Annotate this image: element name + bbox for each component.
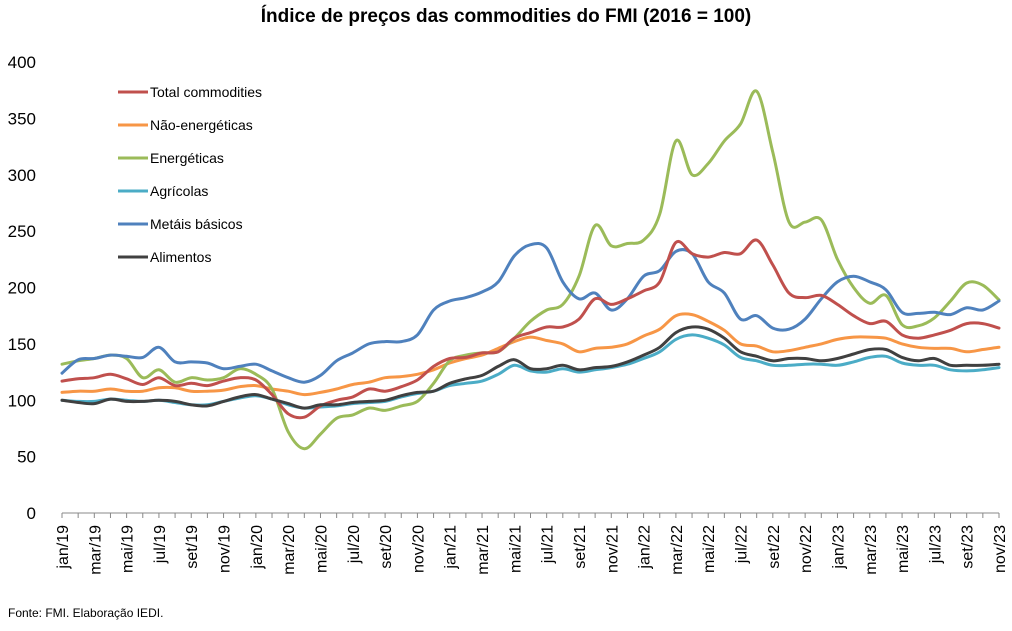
x-tick-label: jul/20 [346, 525, 363, 564]
legend-label: Agrícolas [150, 183, 208, 199]
y-tick-label: 200 [8, 279, 36, 298]
x-tick-label: nov/19 [217, 525, 234, 573]
x-tick-label: set/20 [378, 525, 395, 569]
source-note: Fonte: FMI. Elaboração IEDI. [8, 606, 164, 620]
y-tick-label: 250 [8, 222, 36, 241]
series-line [60, 325, 1001, 410]
x-tick-label: jul/22 [734, 525, 751, 564]
legend-label: Alimentos [150, 249, 211, 265]
legend-label: Não-energéticas [150, 117, 253, 133]
x-tick-label: set/22 [766, 525, 783, 569]
y-tick-label: 400 [8, 53, 36, 72]
x-tick-label: mar/22 [669, 525, 686, 575]
x-tick-label: nov/22 [798, 525, 815, 573]
series-line [60, 241, 1001, 384]
legend: Total commodities Não-energéticas Energéti… [118, 84, 262, 265]
chart-title: Índice de preços das commodities do FMI … [260, 6, 752, 27]
legend-label: Metáis básicos [150, 216, 243, 232]
y-tick-label: 50 [17, 448, 36, 467]
x-tick-label: mar/23 [863, 525, 880, 575]
legend-label: Energéticas [150, 150, 224, 166]
x-tick-label: mai/21 [507, 525, 524, 573]
x-tick-label: jan/19 [55, 525, 72, 570]
x-tick-label: jan/22 [637, 525, 654, 570]
series-line [60, 312, 1001, 397]
x-tick-label: jan/23 [830, 525, 847, 570]
series-line [60, 333, 1001, 410]
series-line [60, 89, 1001, 451]
x-tick-label: mar/20 [281, 525, 298, 575]
x-tick-label: set/23 [960, 525, 977, 569]
y-tick-label: 150 [8, 335, 36, 354]
x-tick-label: mai/20 [313, 525, 330, 573]
x-tick-label: nov/20 [410, 525, 427, 573]
x-tick-label: set/21 [572, 525, 589, 569]
x-tick-label: nov/23 [992, 525, 1009, 573]
y-tick-label: 350 [8, 109, 36, 128]
y-tick-label: 100 [8, 391, 36, 410]
x-tick-label: jul/19 [152, 525, 169, 564]
x-tick-label: jan/20 [249, 525, 266, 570]
x-tick-label: mai/22 [701, 525, 718, 573]
y-tick-label: 0 [27, 504, 36, 523]
x-tick-label: mai/19 [120, 525, 137, 573]
x-axis: jan/19 mar/19 mai/19 jul/19 set/19 nov/19 jan/… [55, 512, 1009, 575]
y-tick-label: 300 [8, 166, 36, 185]
y-axis: 0 50 100 150 200 250 300 350 400 [8, 53, 36, 523]
x-tick-label: mai/23 [895, 525, 912, 573]
x-tick-label: mar/19 [87, 525, 104, 575]
legend-label: Total commodities [150, 84, 262, 100]
series-lines [60, 89, 1001, 451]
x-tick-label: mar/21 [475, 525, 492, 575]
x-tick-label: set/19 [184, 525, 201, 569]
x-tick-label: jul/23 [927, 525, 944, 564]
x-tick-label: jul/21 [540, 525, 557, 564]
x-tick-label: jan/21 [443, 525, 460, 570]
x-tick-label: nov/21 [604, 525, 621, 573]
series-line [60, 238, 1001, 420]
